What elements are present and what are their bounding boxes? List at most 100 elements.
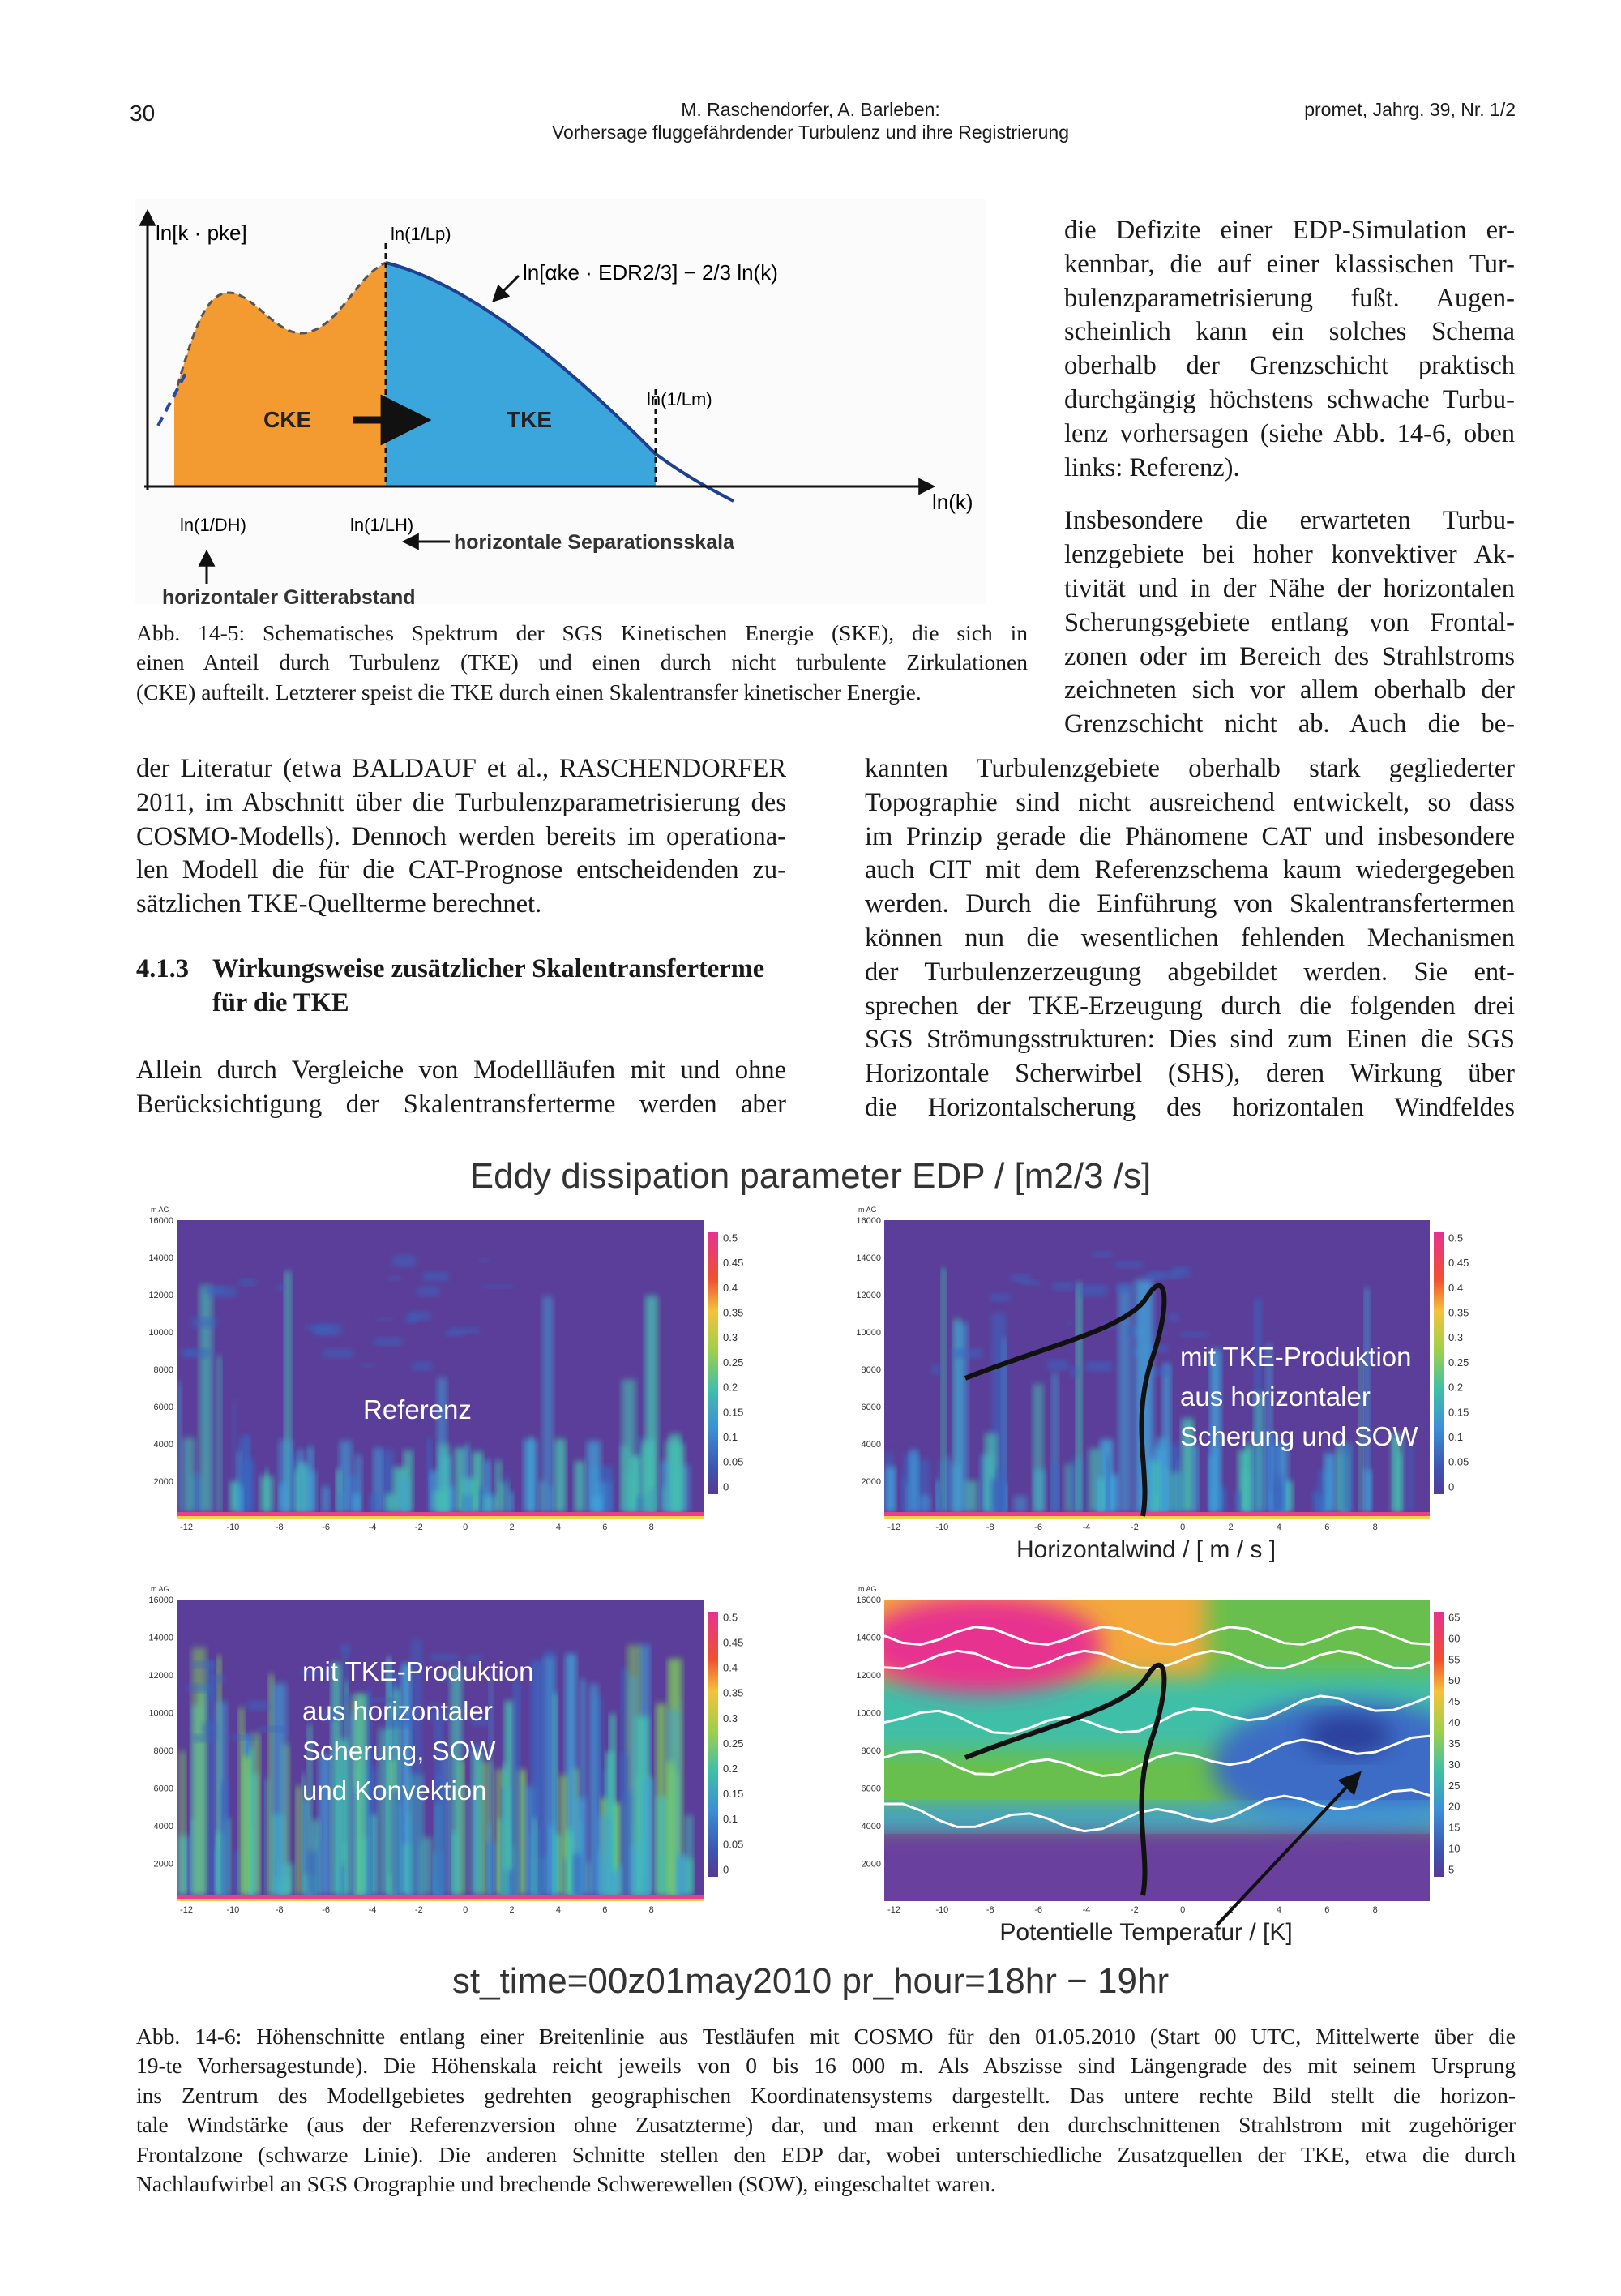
heatmap-cell — [554, 1834, 562, 1895]
x-tick-label: 6 — [1324, 1905, 1329, 1915]
heatmap-cell — [434, 1720, 443, 1895]
heatmap-cell — [597, 1848, 603, 1895]
colorbar-label: 0.5 — [1448, 1232, 1463, 1244]
y-axis-label: ln[k · pke] — [156, 221, 247, 245]
heatmap-cell — [296, 1785, 302, 1895]
paragraph: der Literatur (etwa BALDAUF et al., RASC… — [136, 752, 786, 922]
caption-line: Abb. 14-5: Schematisches Spektrum der SG… — [136, 620, 1028, 645]
heatmap-cell — [440, 1673, 448, 1682]
y-tick-label: 6000 — [862, 1784, 881, 1794]
colorbar-label: 0.5 — [723, 1232, 738, 1244]
heatmap-cell — [428, 1703, 444, 1708]
heatmap-cell — [181, 1348, 210, 1358]
section-title: Wirkungsweise zusätzlicher Skalentransfe… — [212, 954, 765, 983]
heatmap-cell — [238, 1707, 245, 1895]
x-tick-label: 8 — [1373, 1523, 1378, 1532]
panel: 0.5 0.45 0.4 0.35 0.3 0.25 0.2 0.15 0.1 0.05 0 1600… — [148, 1206, 743, 1532]
heatmap — [177, 1600, 704, 1901]
colorbar-label: 0 — [723, 1863, 729, 1875]
x-tick-label: 4 — [556, 1523, 561, 1532]
heatmap-cell — [931, 1364, 941, 1375]
panel: 0.5 0.45 0.4 0.35 0.3 0.25 0.2 0.15 0.1 0.05 0 1600… — [856, 1206, 1469, 1563]
colorbar — [1434, 1612, 1444, 1877]
cke-curve — [173, 261, 387, 398]
paragraph: Insbesondere die erwarteten Turbu-lenzge… — [1064, 504, 1515, 742]
heatmap-cell — [259, 1476, 273, 1512]
surface-band — [884, 1512, 1430, 1516]
x-tick-label: -8 — [986, 1523, 994, 1532]
heatmap-cell — [177, 1381, 182, 1512]
heatmap-cell — [389, 1791, 401, 1895]
heatmap-cell — [279, 1484, 288, 1512]
colorbar-label: 35 — [1448, 1737, 1460, 1750]
x-tick-label: 6 — [1324, 1523, 1329, 1532]
text-line: tivität und in der Nähe der horizontalen — [1064, 573, 1515, 603]
heatmap-cell — [1180, 1331, 1209, 1338]
y-unit: m AG — [858, 1206, 877, 1214]
colorbar-label: 0.1 — [1448, 1431, 1463, 1443]
heatmap-cell — [369, 1814, 377, 1895]
colorbar-label: 5 — [1448, 1863, 1454, 1875]
colorbar-label: 0.05 — [723, 1456, 743, 1468]
surface-band — [177, 1512, 704, 1516]
heatmap-cell — [409, 1311, 431, 1321]
text-line: der Literatur (etwa BALDAUF et al., RASC… — [136, 754, 786, 783]
y-tick-label: 8000 — [862, 1365, 881, 1375]
heatmap-cell — [331, 1662, 341, 1895]
heatmap-cell — [548, 1485, 553, 1512]
heatmap-cell — [552, 1693, 558, 1895]
heatmap-cell — [991, 1478, 1006, 1512]
x-tick-label: -4 — [369, 1905, 377, 1915]
caption-line: Frontalzone (schwarze Linie). Die andere… — [136, 2141, 1516, 2167]
heatmap-cell — [215, 1848, 221, 1895]
y-unit: m AG — [151, 1585, 169, 1593]
grid-label: horizontaler Gitterabstand — [162, 586, 416, 609]
caption-line: 19-te Vorhersagestunde). Die Höhenskala … — [136, 2053, 1516, 2079]
x-tick-label: -12 — [887, 1905, 900, 1915]
surface-band — [177, 1899, 704, 1901]
lm-label: ln(1/Lm) — [647, 389, 712, 409]
colorbar-label: 20 — [1448, 1801, 1460, 1813]
heatmap-cell — [588, 1683, 599, 1895]
y-tick-label: 4000 — [862, 1822, 881, 1831]
heatmap-cell — [209, 1690, 217, 1700]
heatmap-cell — [178, 1750, 186, 1895]
heatmap-cell — [1046, 1360, 1069, 1371]
heatmap-cell — [919, 1494, 930, 1512]
colorbar-label: 0.25 — [723, 1356, 743, 1369]
heatmap-cell — [610, 1870, 619, 1895]
caption-line: (CKE) aufteilt. Letzterer speist die TKE… — [136, 679, 922, 705]
x-tick-label: -8 — [276, 1523, 284, 1532]
heatmap-cell — [323, 1349, 354, 1358]
heatmap-cell — [354, 1454, 362, 1512]
heatmap-cell — [202, 1722, 216, 1734]
section-title: für die TKE — [212, 987, 349, 1017]
heatmap-cell — [322, 1486, 330, 1512]
caption-line: einen Anteil durch Turbulenz (TKE) und e… — [136, 649, 1028, 675]
heatmap-cell — [376, 1317, 394, 1321]
text-line: len Modell die für die CAT-Prognose ents… — [136, 855, 786, 885]
heatmap-cell — [276, 1284, 286, 1292]
heatmap-cell — [1052, 1282, 1076, 1291]
heatmap-cell — [343, 1695, 357, 1701]
heatmap-cell — [1391, 1433, 1404, 1512]
heatmap-cell — [306, 1446, 314, 1512]
y-tick-label: 12000 — [856, 1671, 881, 1681]
heatmap-cell — [684, 1814, 694, 1895]
dashed-extension — [156, 368, 190, 426]
heatmap-cell — [412, 1361, 433, 1371]
heatmap-cell — [468, 1655, 481, 1664]
heatmap-cell — [617, 1865, 622, 1895]
heatmap-cell — [342, 1841, 347, 1895]
y-tick-label: 4000 — [154, 1440, 173, 1450]
colorbar-label: 0.3 — [723, 1331, 738, 1343]
heatmap-cell — [438, 1444, 450, 1512]
heatmap-cell — [1245, 1442, 1252, 1512]
heatmap-cell — [1169, 1471, 1182, 1512]
heatmap-cell — [1148, 1368, 1170, 1377]
heatmap-cell — [592, 1495, 602, 1512]
heatmap-cell — [1092, 1252, 1113, 1257]
colorbar-label: 60 — [1448, 1632, 1460, 1644]
x-tick-label: -12 — [887, 1523, 900, 1532]
text-column: der Literatur (etwa BALDAUF et al., RASC… — [136, 752, 786, 922]
